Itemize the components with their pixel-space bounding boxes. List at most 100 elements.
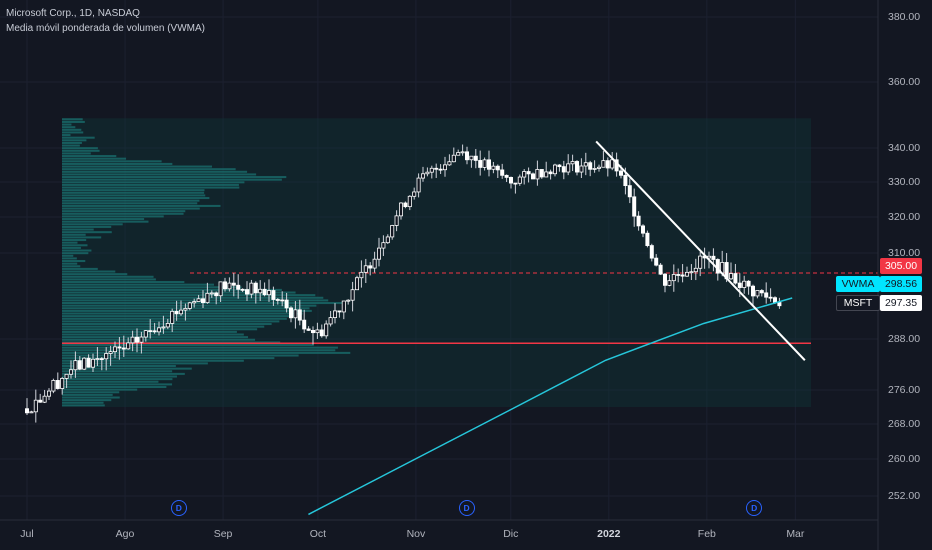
candle-body: [649, 245, 654, 259]
volume-profile-bar: [62, 223, 123, 226]
candle-body: [526, 171, 531, 175]
volume-profile-bar: [62, 231, 112, 234]
candle-body: [663, 273, 668, 286]
candle-body: [297, 309, 302, 321]
volume-profile-bar: [62, 262, 78, 265]
candle-body: [337, 310, 342, 313]
volume-profile-bar: [62, 344, 314, 347]
volume-profile-bar: [62, 404, 105, 407]
volume-profile-bar: [62, 333, 244, 336]
candle-body: [689, 271, 694, 274]
candle-body: [764, 292, 769, 298]
candle-body: [227, 282, 232, 290]
candle-body: [469, 155, 474, 161]
volume-profile-bar: [62, 283, 215, 286]
volume-profile-bar: [62, 294, 316, 297]
volume-profile-bar: [62, 317, 287, 320]
candle-body: [183, 308, 188, 311]
candle-body: [636, 215, 641, 227]
candle-body: [91, 358, 96, 368]
volume-profile-bar: [62, 204, 221, 207]
candle-body: [280, 299, 285, 302]
candle-body: [583, 162, 588, 167]
candle-body: [667, 280, 672, 286]
candle-body: [240, 288, 245, 291]
candle-body: [751, 285, 756, 297]
candle-body: [658, 264, 663, 275]
candle-body: [262, 288, 267, 296]
price-axis-label: 380.00: [888, 11, 921, 23]
candle-body: [777, 302, 782, 307]
dividend-icon[interactable]: D: [170, 500, 187, 516]
candle-body: [601, 160, 606, 168]
candle-body: [42, 395, 47, 403]
candle-body: [359, 271, 364, 279]
volume-profile-bar: [62, 375, 177, 378]
volume-profile-bar: [62, 176, 287, 179]
volume-profile-bar: [62, 281, 185, 284]
candle-body: [623, 174, 628, 187]
candle-body: [253, 282, 258, 294]
volume-profile-bar: [62, 252, 89, 255]
candle-body: [372, 258, 377, 269]
volume-profile-bar: [62, 365, 176, 368]
candle-body: [77, 360, 82, 370]
candle-body: [310, 329, 315, 334]
dividend-icon[interactable]: D: [458, 500, 475, 516]
volume-profile-bar: [62, 170, 248, 173]
vwma-label-tag: VWMA: [836, 276, 880, 292]
candle-body: [205, 292, 210, 304]
volume-profile-bar: [62, 220, 149, 223]
candle-body: [148, 330, 153, 333]
candle-body: [522, 171, 527, 178]
candle-body: [504, 174, 509, 178]
candle-body: [627, 185, 632, 198]
resistance-price-tag: 305.00: [880, 258, 922, 274]
price-axis-label: 320.00: [888, 211, 921, 223]
candle-body: [113, 346, 118, 353]
volume-profile-bar: [62, 370, 173, 373]
time-axis-label: Nov: [406, 528, 426, 540]
volume-profile-bar: [62, 315, 296, 318]
candle-body: [231, 282, 236, 286]
volume-profile-bar: [62, 270, 116, 273]
volume-profile-bar: [62, 349, 336, 352]
candle-body: [394, 215, 399, 226]
volume-profile-bar: [62, 354, 299, 357]
volume-profile-bar: [62, 136, 95, 139]
volume-profile-bar: [62, 123, 72, 126]
volume-profile-bar: [62, 336, 249, 339]
candle-body: [486, 159, 491, 170]
candle-body: [425, 171, 430, 175]
volume-profile-bar: [62, 225, 112, 228]
volume-profile-bar: [62, 393, 113, 396]
candle-body: [539, 169, 544, 178]
candle-body: [95, 358, 100, 360]
dividend-icon[interactable]: D: [746, 500, 763, 516]
candle-body: [535, 169, 540, 180]
volume-profile-bar: [62, 186, 240, 189]
candle-body: [381, 242, 386, 249]
candle-body: [222, 281, 227, 290]
candle-body: [346, 299, 351, 302]
vwma-price-tag: 298.56: [880, 276, 922, 292]
volume-profile-bar: [62, 291, 296, 294]
candle-body: [746, 280, 751, 287]
volume-profile-bar: [62, 144, 80, 147]
candle-body: [249, 282, 254, 295]
candle-body: [685, 271, 690, 277]
volume-profile-bar: [62, 357, 275, 360]
volume-profile-bar: [62, 288, 282, 291]
candle-body: [143, 330, 148, 338]
volume-profile-bar: [62, 380, 159, 383]
volume-profile-bar: [62, 139, 87, 142]
volume-profile-bar: [62, 265, 81, 268]
volume-profile-bar: [62, 286, 242, 289]
candle-body: [51, 380, 56, 392]
volume-profile-bar: [62, 399, 112, 402]
volume-profile-bar: [62, 183, 239, 186]
candle-body: [376, 247, 381, 260]
volume-profile-bar: [62, 309, 312, 312]
